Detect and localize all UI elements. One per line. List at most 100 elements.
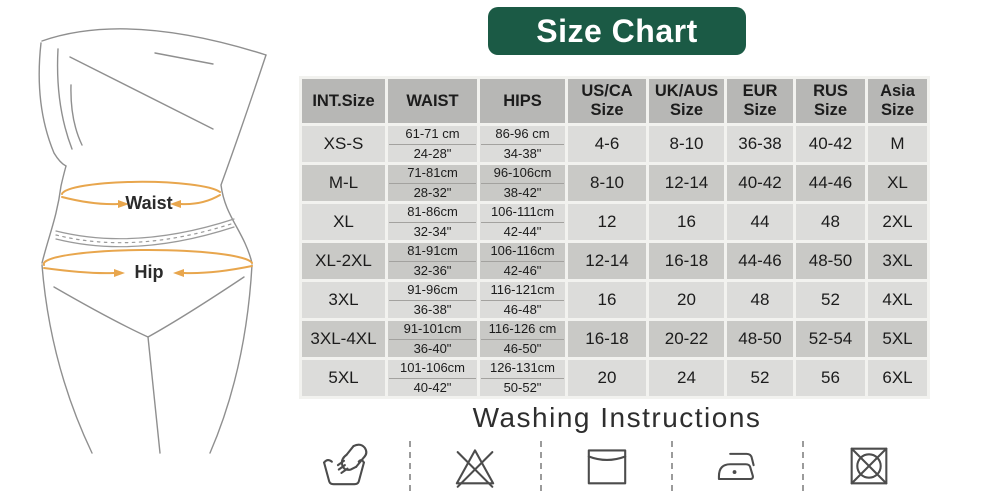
cell-asia: 5XL [868, 321, 927, 357]
cell-rus: 48-50 [796, 243, 865, 279]
cell-hips: 106-111cm 42-44" [480, 204, 565, 240]
cell-ukaus: 16-18 [649, 243, 724, 279]
col-header-waist: WAIST [388, 79, 477, 123]
cell-waist: 91-96cm 36-38" [388, 282, 477, 318]
waist-cm: 91-101cm [389, 321, 476, 340]
cell-hips: 96-106cm 38-42" [480, 165, 565, 201]
table-row: XS-S 61-71 cm 24-28" 86-96 cm 34-38" 4-6… [302, 126, 927, 162]
size-chart-title: Size Chart [488, 7, 746, 55]
hips-cm: 116-121cm [481, 282, 564, 301]
cell-eur: 44 [727, 204, 793, 240]
hips-in: 50-52" [503, 380, 542, 395]
cell-usca: 12-14 [568, 243, 646, 279]
cell-hips: 116-121cm 46-48" [480, 282, 565, 318]
cell-eur: 40-42 [727, 165, 793, 201]
cell-rus: 48 [796, 204, 865, 240]
icon-divider [802, 441, 805, 491]
cell-eur: 36-38 [727, 126, 793, 162]
waist-in: 24-28" [413, 146, 452, 161]
icon-divider [408, 441, 411, 491]
waist-in: 40-42" [413, 380, 452, 395]
cell-ukaus: 20-22 [649, 321, 724, 357]
waist-in: 32-36" [413, 263, 452, 278]
cell-ukaus: 8-10 [649, 126, 724, 162]
col-header-asia: Asia Size [868, 79, 927, 123]
hips-in: 42-46" [503, 263, 542, 278]
table-row: M-L 71-81cm 28-32" 96-106cm 38-42" 8-10 … [302, 165, 927, 201]
hips-in: 42-44" [503, 224, 542, 239]
cell-rus: 40-42 [796, 126, 865, 162]
size-chart-table: INT.Size WAIST HIPS US/CA Size UK/AUS Si… [299, 76, 930, 399]
col-header-ukaus: UK/AUS Size [649, 79, 724, 123]
hip-label: Hip [135, 262, 164, 282]
hips-in: 46-48" [503, 302, 542, 317]
washing-icons-row [318, 438, 895, 494]
waist-cm: 81-86cm [389, 204, 476, 223]
cell-usca: 12 [568, 204, 646, 240]
hips-in: 38-42" [503, 185, 542, 200]
cell-asia: 6XL [868, 360, 927, 396]
col-header-hips: HIPS [480, 79, 565, 123]
hand-wash-icon [318, 440, 370, 492]
body-figure-drawing: Waist Hip [38, 28, 267, 454]
hips-cm: 96-106cm [481, 165, 564, 184]
hips-in: 46-50" [503, 341, 542, 356]
waist-cm: 71-81cm [389, 165, 476, 184]
cell-asia: 4XL [868, 282, 927, 318]
cell-waist: 81-86cm 32-34" [388, 204, 477, 240]
cell-hips: 126-131cm 50-52" [480, 360, 565, 396]
cell-rus: 56 [796, 360, 865, 396]
washing-instructions-title: Washing Instructions [472, 402, 762, 433]
icon-divider [671, 441, 674, 491]
cell-int-size: XS-S [302, 126, 385, 162]
cell-asia: 3XL [868, 243, 927, 279]
hip-measure-line: Hip [42, 248, 253, 282]
cell-ukaus: 12-14 [649, 165, 724, 201]
cell-usca: 20 [568, 360, 646, 396]
waist-cm: 61-71 cm [389, 126, 476, 145]
table-row: 3XL-4XL 91-101cm 36-40" 116-126 cm 46-50… [302, 321, 927, 357]
cell-hips: 86-96 cm 34-38" [480, 126, 565, 162]
cell-usca: 16 [568, 282, 646, 318]
table-row: XL 81-86cm 32-34" 106-111cm 42-44" 12 16… [302, 204, 927, 240]
cell-int-size: XL [302, 204, 385, 240]
hips-cm: 126-131cm [481, 360, 564, 379]
table-row: 5XL 101-106cm 40-42" 126-131cm 50-52" 20… [302, 360, 927, 396]
cell-rus: 52 [796, 282, 865, 318]
waist-in: 32-34" [413, 224, 452, 239]
col-header-int-size: INT.Size [302, 79, 385, 123]
cell-asia: XL [868, 165, 927, 201]
cell-waist: 71-81cm 28-32" [388, 165, 477, 201]
cell-hips: 116-126 cm 46-50" [480, 321, 565, 357]
waist-in: 36-40" [413, 341, 452, 356]
hips-cm: 106-111cm [481, 204, 564, 223]
waist-in: 28-32" [413, 185, 452, 200]
hips-cm: 106-116cm [481, 243, 564, 262]
cell-ukaus: 20 [649, 282, 724, 318]
cell-eur: 48-50 [727, 321, 793, 357]
col-header-eur: EUR Size [727, 79, 793, 123]
cell-waist: 91-101cm 36-40" [388, 321, 477, 357]
cell-usca: 4-6 [568, 126, 646, 162]
cell-waist: 101-106cm 40-42" [388, 360, 477, 396]
cell-rus: 52-54 [796, 321, 865, 357]
cell-asia: M [868, 126, 927, 162]
cell-rus: 44-46 [796, 165, 865, 201]
hips-in: 34-38" [503, 146, 542, 161]
cell-ukaus: 16 [649, 204, 724, 240]
cell-int-size: 3XL-4XL [302, 321, 385, 357]
icon-divider [539, 441, 542, 491]
cell-usca: 8-10 [568, 165, 646, 201]
cell-eur: 48 [727, 282, 793, 318]
cell-usca: 16-18 [568, 321, 646, 357]
cell-eur: 52 [727, 360, 793, 396]
cell-asia: 2XL [868, 204, 927, 240]
body-measurement-figure: Waist Hip [8, 25, 293, 475]
table-row: XL-2XL 81-91cm 32-36" 106-116cm 42-46" 1… [302, 243, 927, 279]
cell-eur: 44-46 [727, 243, 793, 279]
cell-int-size: M-L [302, 165, 385, 201]
waist-cm: 81-91cm [389, 243, 476, 262]
hips-cm: 116-126 cm [481, 321, 564, 340]
waist-label: Waist [125, 193, 172, 213]
table-row: 3XL 91-96cm 36-38" 116-121cm 46-48" 16 2… [302, 282, 927, 318]
